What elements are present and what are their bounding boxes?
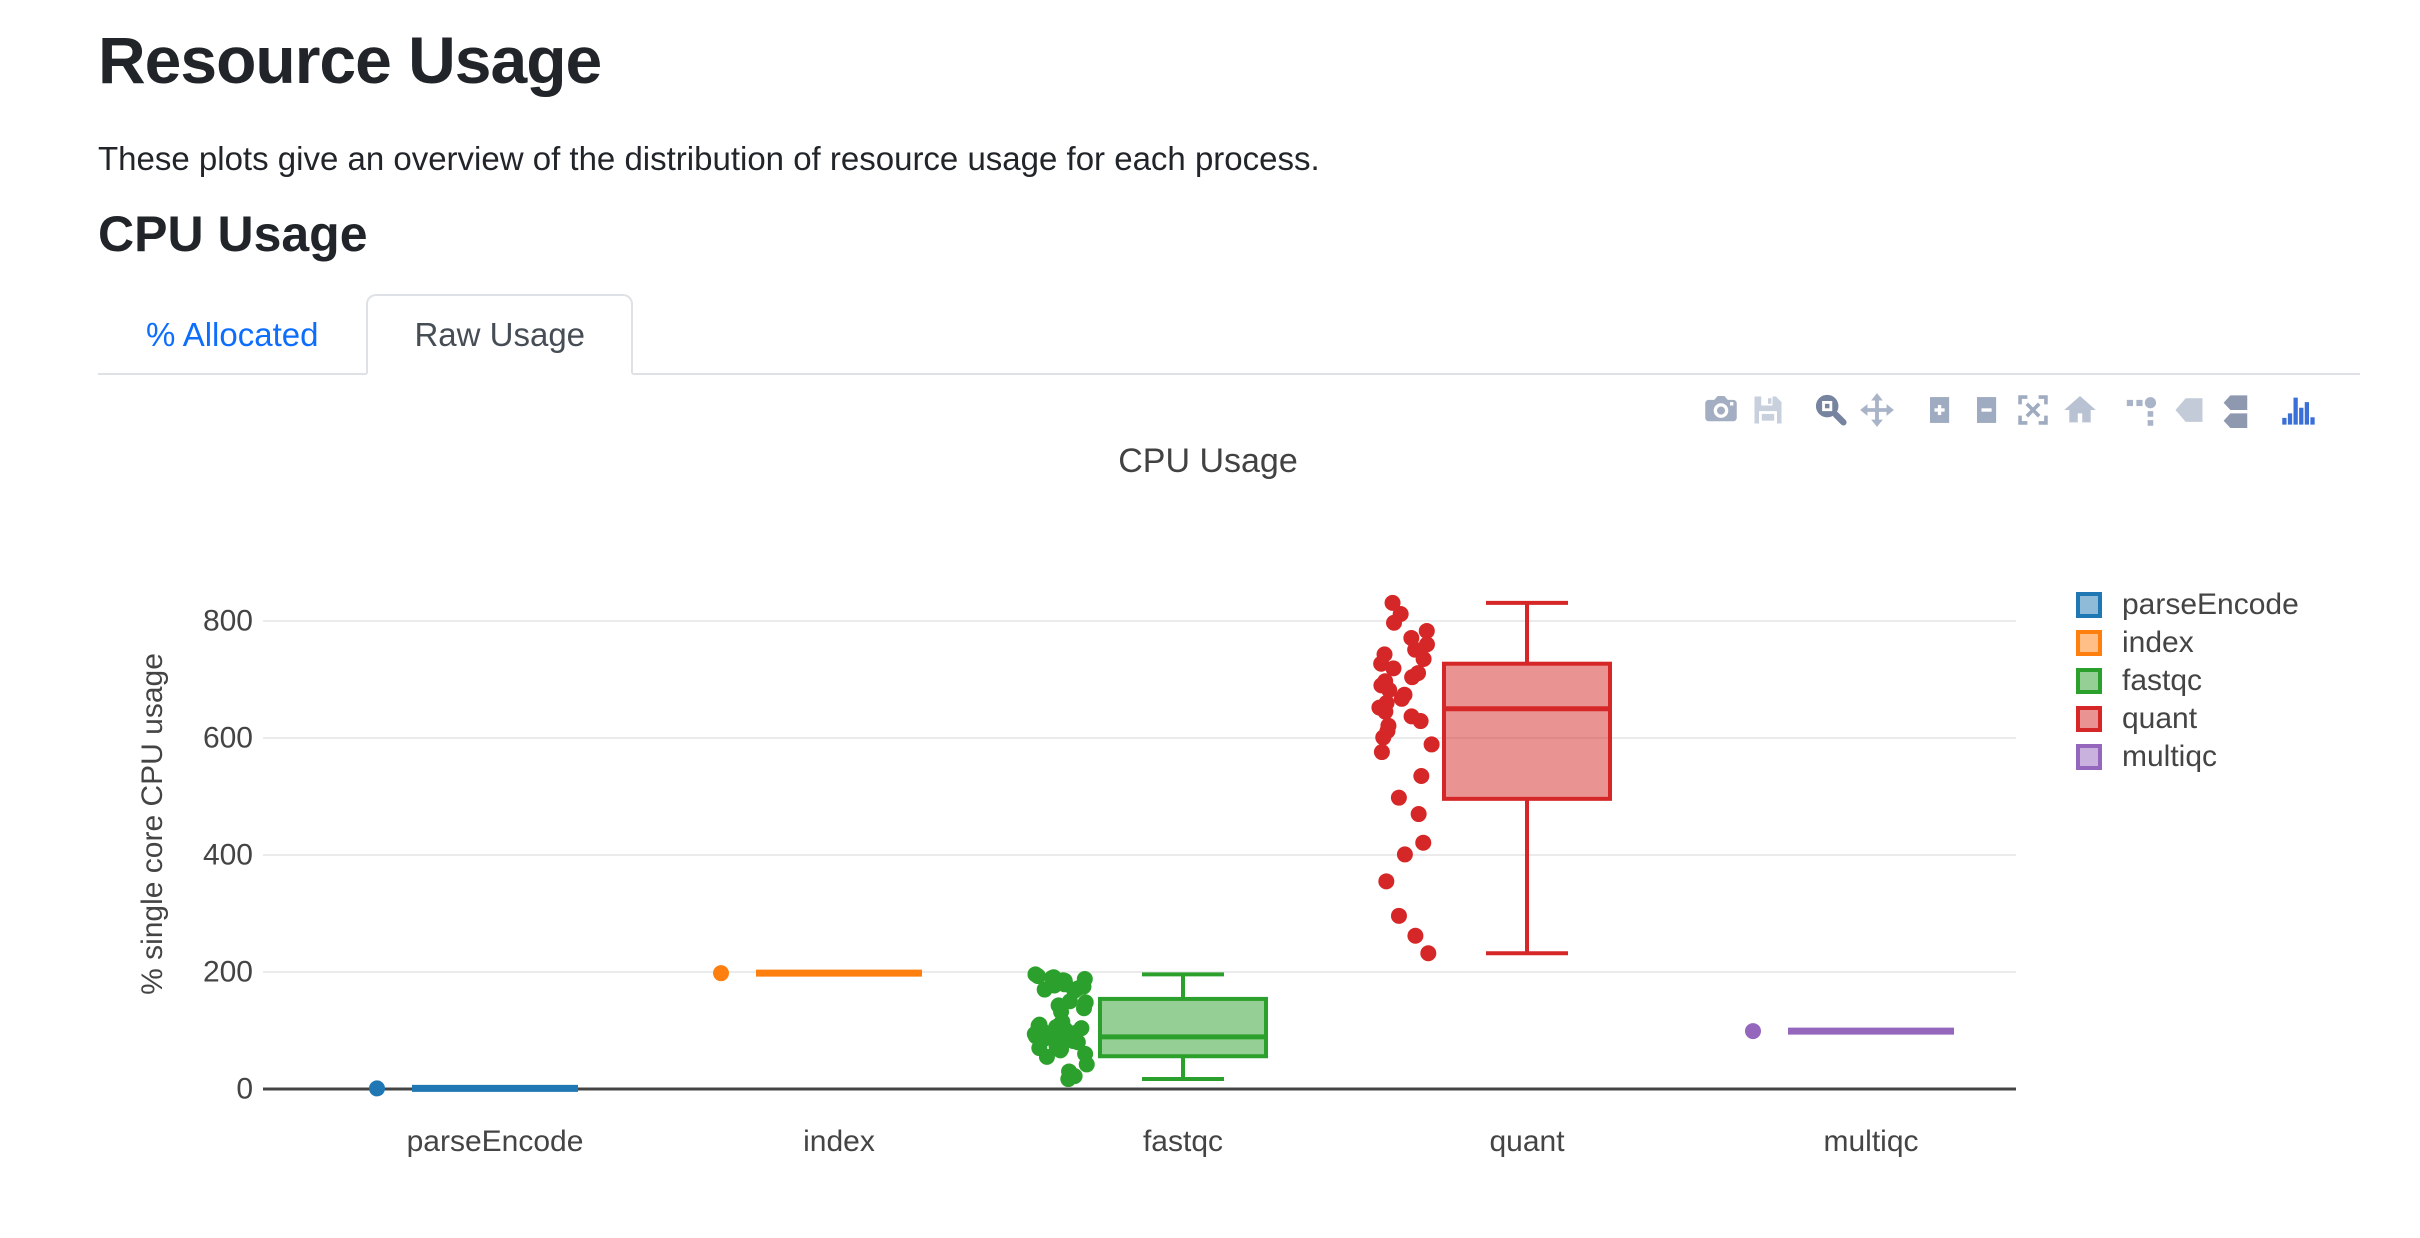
box-rect[interactable] xyxy=(1442,661,1612,801)
plotly-modebar xyxy=(1692,392,2316,428)
scatter-point[interactable] xyxy=(1038,1048,1055,1065)
pan-icon[interactable] xyxy=(1859,392,1895,428)
scatter-point[interactable] xyxy=(1396,846,1413,863)
legend-label: multiqc xyxy=(2122,740,2218,773)
scatter-point[interactable] xyxy=(1375,729,1392,746)
legend-item-index[interactable]: index xyxy=(2076,624,2299,662)
hover-compare-icon[interactable] xyxy=(2218,392,2254,428)
scatter-point[interactable] xyxy=(1036,981,1053,998)
scatter-point[interactable] xyxy=(1075,1000,1092,1017)
camera-icon[interactable] xyxy=(1703,392,1739,428)
y-axis-title: % single core CPU usage xyxy=(136,653,169,995)
y-tick-label: 600 xyxy=(203,722,253,755)
scatter-point[interactable] xyxy=(1029,968,1046,985)
scatter-point[interactable] xyxy=(1373,744,1390,761)
plotly-logo-icon[interactable] xyxy=(2280,392,2316,428)
autoscale-icon[interactable] xyxy=(2015,392,2051,428)
legend-swatch-icon xyxy=(2076,668,2102,694)
scatter-point[interactable] xyxy=(1393,690,1410,707)
spikelines-icon[interactable] xyxy=(2124,392,2160,428)
scatter-point[interactable] xyxy=(1404,669,1421,686)
scatter-point[interactable] xyxy=(1381,682,1398,699)
chart-legend: parseEncode index fastqc quant multiqc xyxy=(2076,586,2299,776)
chart-title: CPU Usage xyxy=(1118,442,1298,480)
boxplot-canvas: 0 200 400 600 800 parseEncode index fastqc quant… xyxy=(136,442,2016,1158)
y-tick-label: 400 xyxy=(203,839,253,872)
tab-bar: % Allocated Raw Usage xyxy=(98,294,2360,375)
scatter-point[interactable] xyxy=(1415,651,1432,668)
x-tick-label: index xyxy=(803,1125,875,1158)
legend-label: parseEncode xyxy=(2122,588,2299,621)
hover-closest-icon[interactable] xyxy=(2171,392,2207,428)
scatter-point[interactable] xyxy=(1418,622,1435,639)
legend-swatch-icon xyxy=(2076,630,2102,656)
scatter-point[interactable] xyxy=(1413,768,1430,785)
scatter-point[interactable] xyxy=(1052,1042,1069,1059)
scatter-point[interactable] xyxy=(369,1080,385,1097)
scatter-point[interactable] xyxy=(1373,655,1390,672)
page-title: Resource Usage xyxy=(98,23,602,97)
scatter-point[interactable] xyxy=(1377,703,1394,720)
scatter-point[interactable] xyxy=(1078,1056,1095,1073)
zoom-in-icon[interactable] xyxy=(1921,392,1957,428)
y-tick-label: 800 xyxy=(203,605,253,638)
x-tick-label: quant xyxy=(1489,1125,1565,1158)
legend-item-fastqc[interactable]: fastqc xyxy=(2076,662,2299,700)
legend-label: fastqc xyxy=(2122,664,2203,697)
legend-swatch-icon xyxy=(2076,706,2102,732)
legend-label: index xyxy=(2122,626,2194,659)
legend-swatch-icon xyxy=(2076,744,2102,770)
scatter-point[interactable] xyxy=(1407,927,1424,944)
zoom-icon[interactable] xyxy=(1812,392,1848,428)
scatter-point[interactable] xyxy=(1385,660,1402,677)
save-icon[interactable] xyxy=(1750,392,1786,428)
scatter-point[interactable] xyxy=(1386,614,1403,631)
scatter-point[interactable] xyxy=(1390,789,1407,806)
cpu-usage-chart: 0 200 400 600 800 parseEncode index fastqc quant… xyxy=(0,380,2420,1238)
x-tick-label: fastqc xyxy=(1143,1125,1223,1158)
scatter-point[interactable] xyxy=(1423,736,1440,753)
x-tick-label: multiqc xyxy=(1823,1125,1918,1158)
box-series-index xyxy=(713,965,922,982)
tab-percent-allocated[interactable]: % Allocated xyxy=(146,316,319,353)
scatter-point[interactable] xyxy=(1384,594,1401,611)
x-tick-label: parseEncode xyxy=(407,1125,584,1158)
section-heading-cpu-usage: CPU Usage xyxy=(98,206,368,262)
y-tick-label: 0 xyxy=(236,1073,253,1106)
scatter-point[interactable] xyxy=(1745,1023,1761,1040)
page-description: These plots give an overview of the dist… xyxy=(98,140,1320,177)
legend-item-multiqc[interactable]: multiqc xyxy=(2076,738,2299,776)
box-series-multiqc xyxy=(1745,1023,1954,1040)
box-series-parseEncode xyxy=(369,1080,578,1097)
scatter-point[interactable] xyxy=(1060,1071,1077,1088)
scatter-point[interactable] xyxy=(713,965,729,982)
box-series-quant xyxy=(1371,594,1612,962)
box-series-fastqc xyxy=(1026,966,1268,1088)
scatter-point[interactable] xyxy=(1069,1034,1086,1051)
scatter-point[interactable] xyxy=(1410,806,1427,823)
scatter-point[interactable] xyxy=(1415,834,1432,851)
y-tick-label: 200 xyxy=(203,956,253,989)
legend-swatch-icon xyxy=(2076,592,2102,618)
home-icon[interactable] xyxy=(2062,392,2098,428)
scatter-point[interactable] xyxy=(1378,873,1395,890)
scatter-point[interactable] xyxy=(1390,907,1407,924)
legend-label: quant xyxy=(2122,702,2198,735)
legend-item-parseEncode[interactable]: parseEncode xyxy=(2076,586,2299,624)
scatter-point[interactable] xyxy=(1420,945,1437,962)
scatter-point[interactable] xyxy=(1412,713,1429,730)
tab-raw-usage[interactable]: Raw Usage xyxy=(366,294,634,375)
box-rect[interactable] xyxy=(1098,996,1268,1059)
zoom-out-icon[interactable] xyxy=(1968,392,2004,428)
legend-item-quant[interactable]: quant xyxy=(2076,700,2299,738)
